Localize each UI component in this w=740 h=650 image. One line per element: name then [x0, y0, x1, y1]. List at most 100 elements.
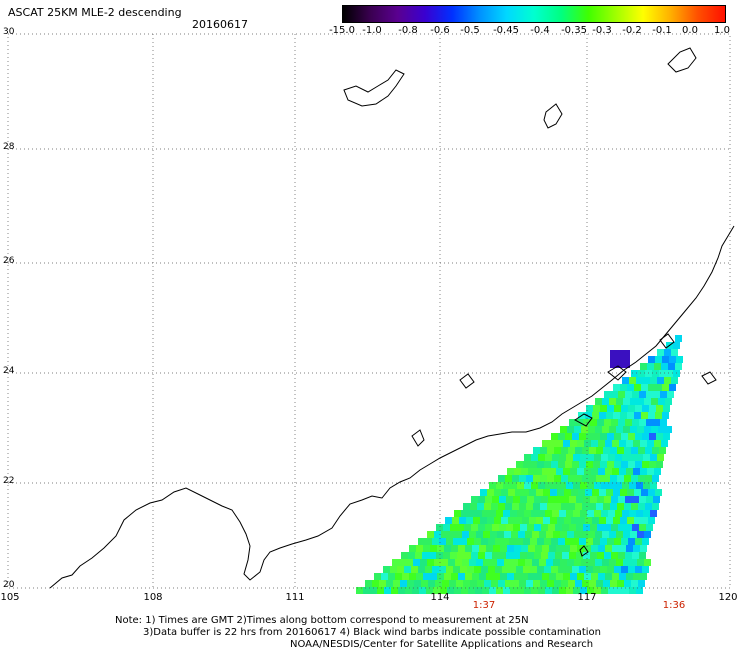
- field-cell: [562, 524, 569, 531]
- field-cell: [510, 482, 517, 489]
- field-cell: [546, 531, 553, 538]
- field-cell: [603, 475, 610, 482]
- field-cell: [556, 545, 563, 552]
- field-cell: [607, 566, 614, 573]
- field-cell: [580, 510, 587, 517]
- field-cell: [552, 482, 559, 489]
- field-cell: [453, 566, 460, 573]
- field-cell: [540, 503, 547, 510]
- field-cell: [542, 545, 549, 552]
- field-cell: [555, 524, 562, 531]
- field-cell: [564, 517, 571, 524]
- field-cell: [602, 531, 609, 538]
- field-cell: [457, 552, 464, 559]
- field-cell: [479, 545, 486, 552]
- field-cell: [508, 489, 515, 496]
- field-cell: [585, 489, 592, 496]
- field-cell: [531, 587, 538, 594]
- field-cell: [619, 545, 626, 552]
- field-cell: [541, 496, 548, 503]
- field-cell: [607, 433, 614, 440]
- field-cell: [673, 370, 680, 377]
- field-cell: [516, 538, 523, 545]
- field-cell: [494, 489, 501, 496]
- field-cell: [492, 496, 499, 503]
- field-cell: [585, 517, 592, 524]
- field-cell: [638, 580, 645, 587]
- field-cell: [554, 503, 561, 510]
- field-cell: [391, 587, 398, 594]
- field-cell: [648, 412, 655, 419]
- field-cell: [393, 580, 400, 587]
- field-cell: [498, 580, 505, 587]
- field-cell: [409, 545, 416, 552]
- field-cell: [615, 482, 622, 489]
- field-cell: [640, 573, 647, 580]
- field-cell: [568, 475, 575, 482]
- field-cell: [531, 454, 538, 461]
- field-cell: [641, 384, 648, 391]
- field-cell: [593, 461, 600, 468]
- field-cell: [599, 412, 606, 419]
- field-cell: [613, 384, 620, 391]
- field-cell: [675, 335, 682, 342]
- field-cell: [638, 475, 645, 482]
- field-cell: [390, 566, 397, 573]
- field-cell: [625, 496, 632, 503]
- field-cell: [549, 573, 556, 580]
- field-cell: [489, 587, 496, 594]
- field-cell: [658, 398, 665, 405]
- field-cell: [645, 503, 652, 510]
- field-cell: [639, 419, 646, 426]
- field-cell: [433, 587, 440, 594]
- field-cell: [487, 489, 494, 496]
- field-cell: [466, 517, 473, 524]
- field-cell: [489, 510, 496, 517]
- field-cell: [452, 517, 459, 524]
- field-cell: [642, 566, 649, 573]
- lat-label: 20: [3, 580, 15, 590]
- field-cell: [596, 503, 603, 510]
- field-cell: [540, 580, 547, 587]
- field-cell: [395, 573, 402, 580]
- field-cell: [654, 440, 661, 447]
- field-cell: [537, 461, 544, 468]
- field-cell: [538, 587, 545, 594]
- field-cell: [441, 531, 448, 538]
- field-cell: [488, 566, 495, 573]
- field-cell: [445, 517, 452, 524]
- field-cell: [548, 524, 555, 531]
- field-cell: [575, 580, 582, 587]
- field-cell: [419, 587, 426, 594]
- field-cell: [434, 559, 441, 566]
- field-cell: [609, 531, 616, 538]
- field-cell: [471, 524, 478, 531]
- field-cell: [615, 510, 622, 517]
- field-cell: [547, 580, 554, 587]
- field-cell: [639, 524, 646, 531]
- field-cell: [384, 587, 391, 594]
- field-cell: [499, 552, 506, 559]
- field-cell: [589, 475, 596, 482]
- field-cell: [567, 426, 574, 433]
- field-cell: [577, 545, 584, 552]
- field-cell: [594, 587, 601, 594]
- field-cell: [559, 454, 566, 461]
- field-cell: [423, 573, 430, 580]
- field-cell: [633, 545, 640, 552]
- field-cell: [622, 587, 629, 594]
- field-cell: [601, 454, 608, 461]
- field-cell: [552, 454, 559, 461]
- field-cell: [600, 538, 607, 545]
- field-cell: [437, 573, 444, 580]
- field-cell: [623, 559, 630, 566]
- field-cell: [585, 412, 592, 419]
- field-cell: [597, 419, 604, 426]
- field-cell: [388, 573, 395, 580]
- field-cell: [444, 573, 451, 580]
- field-cell: [556, 440, 563, 447]
- field-cell: [627, 384, 634, 391]
- field-cell: [626, 440, 633, 447]
- field-cell: [386, 580, 393, 587]
